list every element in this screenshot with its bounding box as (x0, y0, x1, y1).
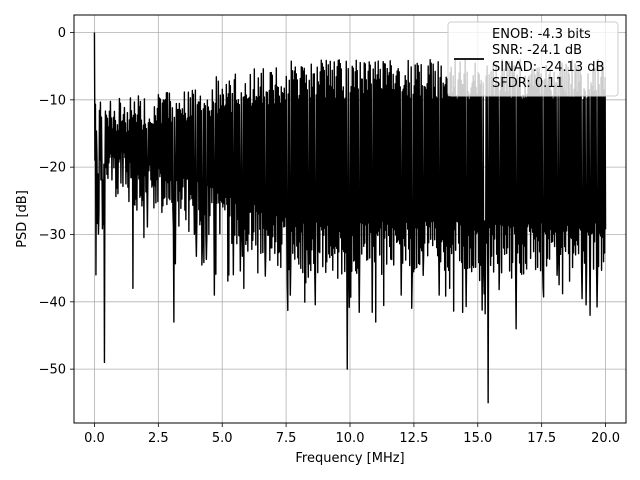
y-tick-label: −40 (39, 295, 66, 310)
x-tick-label: 10.0 (336, 431, 365, 446)
y-tick-label: −10 (39, 93, 66, 108)
y-axis-label: PSD [dB] (15, 190, 30, 248)
x-tick-label: 12.5 (399, 431, 428, 446)
x-axis-label: Frequency [MHz] (295, 451, 404, 466)
y-tick-label: −50 (39, 363, 66, 378)
y-tick-label: −30 (39, 228, 66, 243)
series-layer (93, 32, 607, 404)
y-tick-label: 0 (58, 26, 66, 41)
x-tick-label: 17.5 (527, 431, 556, 446)
psd-trace (93, 32, 607, 404)
y-tick-label: −20 (39, 161, 66, 176)
x-axis: 0.0 2.5 5.0 7.5 10.0 12.5 15.0 17.5 20.0 (84, 423, 620, 446)
legend-box (447, 21, 619, 97)
x-tick-label: 20.0 (591, 431, 620, 446)
y-axis: 0 −10 −20 −30 −40 −50 (39, 26, 74, 378)
x-tick-label: 0.0 (84, 431, 105, 446)
x-tick-label: 15.0 (463, 431, 492, 446)
x-tick-label: 2.5 (148, 431, 169, 446)
x-tick-label: 7.5 (276, 431, 297, 446)
legend: ENOB: -4.3 bits SNR: -24.1 dB SINAD: -24… (447, 21, 619, 97)
legend-enob: ENOB: -4.3 bits (492, 27, 591, 42)
legend-sfdr: SFDR: 0.11 (492, 76, 564, 91)
x-tick-label: 5.0 (212, 431, 233, 446)
legend-sinad: SINAD: -24.13 dB (492, 60, 604, 75)
legend-snr: SNR: -24.1 dB (492, 43, 582, 58)
